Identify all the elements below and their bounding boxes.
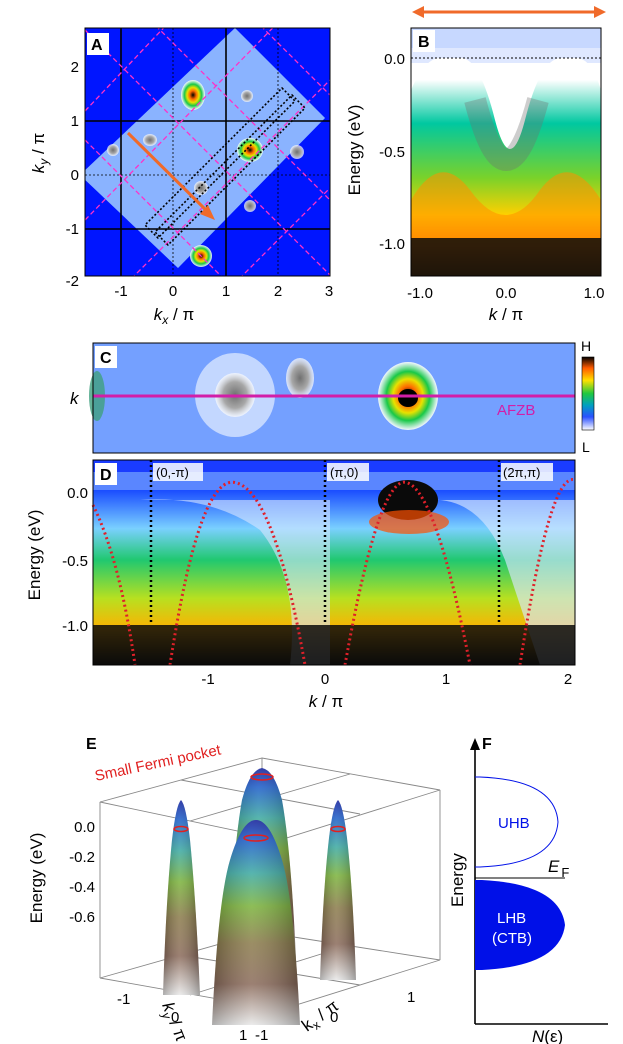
panel-c: AFZB C k H L bbox=[70, 338, 595, 455]
svg-text:-1.0: -1.0 bbox=[62, 618, 88, 635]
uhb-band bbox=[475, 776, 559, 868]
svg-text:0: 0 bbox=[330, 1009, 338, 1026]
panel-f-xlabel: N(ε) bbox=[532, 1027, 563, 1044]
panel-e-ky-ticks: -1 0 1 bbox=[117, 991, 247, 1044]
panel-d-ylabel: Energy (eV) bbox=[25, 510, 44, 601]
svg-text:0.0: 0.0 bbox=[67, 485, 88, 502]
ctb-label: (CTB) bbox=[492, 930, 532, 947]
small-fermi-pocket-label: Small Fermi pocket bbox=[93, 741, 223, 784]
panel-a: A 2 1 0 -1 -2 -1 0 1 2 3 kx / π ky / π bbox=[29, 27, 333, 327]
band-dispersion-surface bbox=[163, 768, 356, 1025]
panel-b-ylabel: Energy (eV) bbox=[345, 105, 364, 196]
marker-0-minus-pi: (0,-π) bbox=[156, 465, 189, 480]
svg-text:1.0: 1.0 bbox=[584, 285, 605, 302]
panel-e-zticks: 0.0 -0.2 -0.4 -0.6 bbox=[69, 819, 95, 926]
svg-text:-2: -2 bbox=[66, 273, 79, 290]
panel-a-yticks: 2 1 0 -1 -2 bbox=[66, 59, 79, 290]
svg-text:-1: -1 bbox=[66, 221, 79, 238]
svg-text:-1.0: -1.0 bbox=[407, 285, 433, 302]
svg-text:-1: -1 bbox=[255, 1027, 268, 1044]
panel-d-xticks: -1 0 1 2 bbox=[201, 671, 572, 688]
panel-c-letter: C bbox=[100, 350, 112, 367]
marker-pi-0: (π,0) bbox=[330, 465, 358, 480]
marker-2pi-pi: (2π,π) bbox=[503, 465, 540, 480]
panel-b-xticks: -1.0 0.0 1.0 bbox=[407, 285, 604, 302]
panel-e-ky-label: ky / π bbox=[156, 999, 192, 1044]
panel-d-letter: D bbox=[100, 467, 112, 484]
svg-text:-0.2: -0.2 bbox=[69, 849, 95, 866]
svg-text:0.0: 0.0 bbox=[74, 819, 95, 836]
svg-text:-0.5: -0.5 bbox=[62, 553, 88, 570]
svg-text:1: 1 bbox=[442, 671, 450, 688]
lhb-band bbox=[475, 880, 565, 970]
svg-text:0: 0 bbox=[321, 671, 329, 688]
lhb-label: LHB bbox=[497, 910, 526, 927]
panel-d-spectrum bbox=[93, 460, 575, 665]
svg-text:1: 1 bbox=[71, 113, 79, 130]
svg-text:3: 3 bbox=[325, 283, 333, 300]
panel-b-letter: B bbox=[418, 34, 430, 51]
svg-text:1: 1 bbox=[407, 989, 415, 1006]
panel-a-xlabel: kx / π bbox=[154, 305, 194, 327]
panel-d: (0,-π) (π,0) (2π,π) D 0.0 -0.5 -1.0 -1 0… bbox=[25, 459, 576, 711]
panel-b-yticks: 0.0 -0.5 -1.0 bbox=[379, 51, 405, 253]
tight-binding-dispersion bbox=[91, 478, 576, 666]
cut-arrow bbox=[126, 131, 212, 216]
panel-b-xlabel: k / π bbox=[489, 305, 523, 324]
afzb-label: AFZB bbox=[497, 402, 535, 419]
colorbar bbox=[581, 356, 595, 431]
svg-text:2: 2 bbox=[274, 283, 282, 300]
panel-a-xticks: -1 0 1 2 3 bbox=[114, 283, 333, 300]
svg-text:1: 1 bbox=[239, 1027, 247, 1044]
panel-a-letter: A bbox=[91, 37, 103, 54]
svg-text:-0.4: -0.4 bbox=[69, 879, 95, 896]
svg-text:-0.5: -0.5 bbox=[379, 144, 405, 161]
panel-b: B 0.0 -0.5 -1.0 -1.0 0.0 1.0 k / π Energ… bbox=[345, 6, 606, 324]
colorbar-low: L bbox=[582, 439, 590, 455]
svg-text:2: 2 bbox=[564, 671, 572, 688]
panel-d-yticks: 0.0 -0.5 -1.0 bbox=[62, 485, 88, 635]
panel-a-cut-boxes bbox=[143, 86, 307, 247]
panel-d-xlabel: k / π bbox=[309, 692, 343, 711]
svg-text:2: 2 bbox=[71, 59, 79, 76]
svg-text:0.0: 0.0 bbox=[384, 51, 405, 68]
svg-text:0: 0 bbox=[171, 1009, 179, 1026]
panel-a-grid bbox=[85, 28, 330, 276]
svg-text:1: 1 bbox=[222, 283, 230, 300]
colorbar-high: H bbox=[581, 338, 591, 354]
svg-text:-1: -1 bbox=[114, 283, 127, 300]
svg-text:-1.0: -1.0 bbox=[379, 236, 405, 253]
svg-text:-1: -1 bbox=[117, 991, 130, 1008]
panel-b-spectrum bbox=[411, 28, 601, 276]
svg-text:0: 0 bbox=[169, 283, 177, 300]
panel-e: E Small Fermi pocket bbox=[27, 736, 441, 1044]
uhb-label: UHB bbox=[498, 815, 530, 832]
panel-e-kx-ticks: -1 0 1 bbox=[255, 989, 415, 1044]
panel-e-letter: E bbox=[86, 736, 97, 753]
panel-f-ylabel: Energy bbox=[448, 853, 467, 907]
svg-text:0.0: 0.0 bbox=[496, 285, 517, 302]
panel-c-ylabel: k bbox=[70, 389, 80, 408]
panel-a-ylabel: ky / π bbox=[29, 133, 51, 173]
svg-text:-1: -1 bbox=[201, 671, 214, 688]
svg-text:0: 0 bbox=[71, 167, 79, 184]
panel-f-letter: F bbox=[482, 736, 492, 753]
panel-e-ylabel: Energy (eV) bbox=[27, 833, 46, 924]
fermi-map-data bbox=[85, 28, 325, 268]
svg-text:-0.6: -0.6 bbox=[69, 909, 95, 926]
